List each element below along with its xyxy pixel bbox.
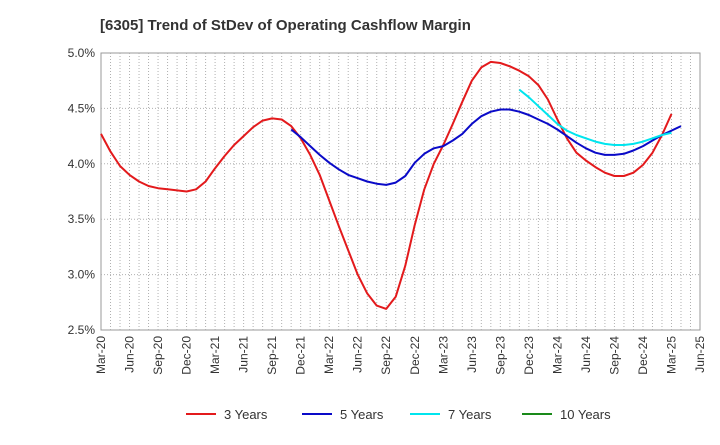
- x-tick-label: Mar-20: [94, 336, 108, 374]
- x-tick-label: Dec-20: [180, 336, 194, 375]
- x-tick-label: Mar-22: [322, 336, 336, 374]
- legend-label: 5 Years: [340, 407, 384, 422]
- x-tick-label: Dec-21: [294, 336, 308, 375]
- x-tick-label: Dec-24: [636, 336, 650, 375]
- x-tick-label: Jun-20: [123, 336, 137, 373]
- x-tick-label: Sep-21: [265, 336, 279, 375]
- series-line-3-years: [100, 60, 673, 310]
- x-tick-label: Dec-22: [408, 336, 422, 375]
- x-tick-label: Mar-21: [208, 336, 222, 374]
- y-tick-label: 2.5%: [68, 323, 96, 337]
- grid-lines: [101, 53, 700, 330]
- legend-label: 10 Years: [560, 407, 611, 422]
- x-tick-label: Mar-23: [436, 336, 450, 374]
- x-tick-label: Jun-22: [351, 336, 365, 373]
- legend: 3 Years 5 Years 7 Years 10 Years: [186, 407, 611, 422]
- y-tick-label: 3.5%: [68, 212, 96, 226]
- x-tick-label: Mar-25: [664, 336, 678, 374]
- y-axis: 2.5% 3.0% 3.5% 4.0% 4.5% 5.0%: [68, 46, 96, 337]
- x-tick-label: Jun-25: [693, 336, 707, 373]
- x-tick-label: Sep-20: [151, 336, 165, 375]
- x-tick-label: Dec-23: [522, 336, 536, 375]
- x-tick-label: Jun-24: [579, 336, 593, 373]
- x-tick-label: Jun-21: [237, 336, 251, 373]
- series-lines: [100, 60, 682, 310]
- x-tick-label: Sep-22: [379, 336, 393, 375]
- y-tick-label: 4.5%: [68, 101, 96, 115]
- y-tick-label: 5.0%: [68, 46, 96, 60]
- x-axis: Mar-20 Jun-20 Sep-20 Dec-20 Mar-21 Jun-21 Sep-…: [94, 336, 707, 375]
- legend-label: 7 Years: [448, 407, 492, 422]
- y-tick-label: 3.0%: [68, 268, 96, 282]
- x-tick-label: Sep-23: [493, 336, 507, 375]
- x-tick-label: Mar-24: [550, 336, 564, 374]
- series-line-7-years: [518, 88, 672, 146]
- series-line-5-years: [290, 108, 682, 186]
- chart-title: [6305] Trend of StDev of Operating Cashf…: [100, 17, 471, 34]
- x-tick-label: Sep-24: [607, 336, 621, 375]
- legend-label: 3 Years: [224, 407, 268, 422]
- y-tick-label: 4.0%: [68, 157, 96, 171]
- x-tick-label: Jun-23: [465, 336, 479, 373]
